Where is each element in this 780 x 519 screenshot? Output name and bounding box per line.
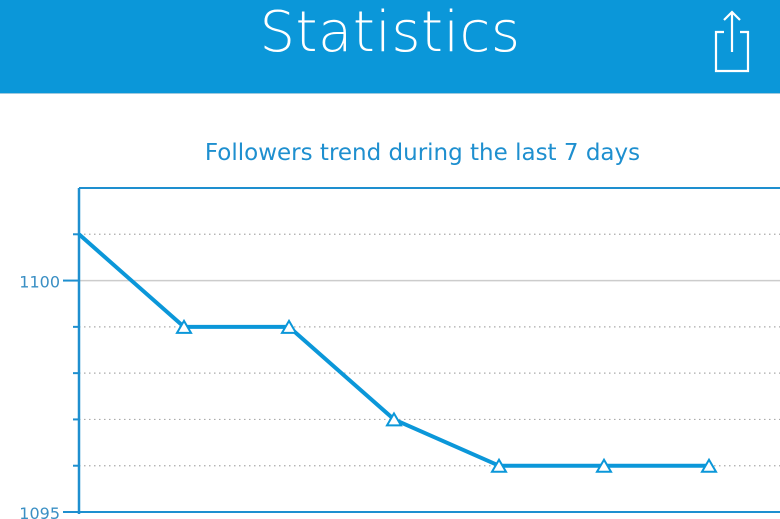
data-point-marker: [700, 457, 718, 473]
data-point-marker: [490, 457, 508, 473]
chart-title: Followers trend during the last 7 days: [204, 140, 641, 166]
page-title: Statistics: [259, 0, 521, 65]
app-header: Statistics: [0, 0, 780, 94]
data-point-marker: [280, 318, 298, 334]
data-point-marker: [385, 411, 403, 427]
y-tick-label: 1100: [19, 273, 60, 292]
share-icon[interactable]: [712, 10, 752, 74]
series-line: [77, 232, 709, 468]
data-point-marker: [595, 457, 613, 473]
data-point-marker: [175, 318, 193, 334]
y-tick-label: 1095: [19, 504, 60, 519]
